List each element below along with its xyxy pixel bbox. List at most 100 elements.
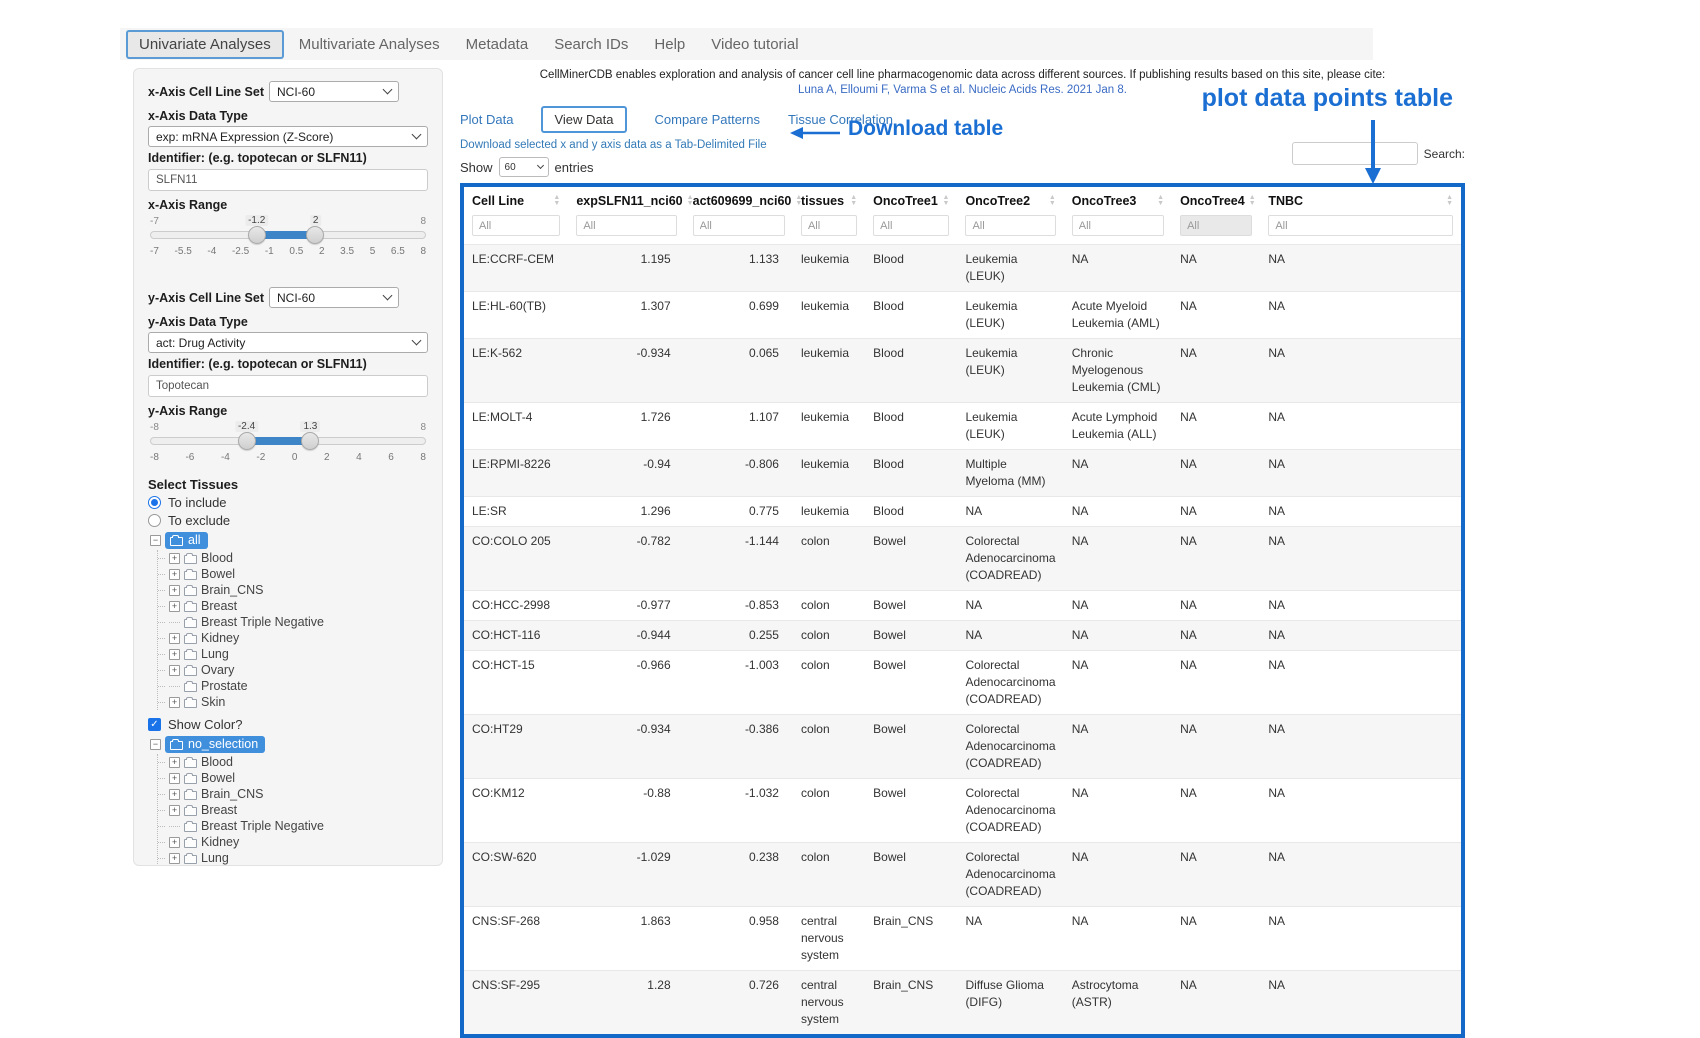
expand-icon[interactable]: +	[169, 697, 180, 708]
tree-root-label[interactable]: no_selection	[165, 736, 265, 753]
search-input[interactable]	[1292, 142, 1418, 165]
x-axis-cell-line-set-select[interactable]: NCI-60	[269, 81, 399, 102]
slider-handle-to[interactable]	[301, 432, 319, 450]
tree-node-lung[interactable]: +Lung	[158, 850, 428, 866]
cell-oncotree3: NA	[1064, 907, 1172, 971]
cell-oncotree3: NA	[1064, 843, 1172, 907]
column-header-oncotree3[interactable]: OncoTree3▲▼	[1064, 187, 1172, 213]
sort-icon[interactable]: ▲▼	[850, 195, 857, 207]
cell-oncotree2: Colorectal Adenocarcinoma (COADREAD)	[957, 715, 1063, 779]
collapse-icon[interactable]: −	[150, 535, 161, 546]
nav-item-video-tutorial[interactable]: Video tutorial	[700, 32, 809, 57]
cell-expslfn11-nci60: -0.94	[568, 450, 684, 497]
column-header-oncotree1[interactable]: OncoTree1▲▼	[865, 187, 957, 213]
expand-icon[interactable]: +	[169, 789, 180, 800]
tree-node-ovary[interactable]: +Ovary	[158, 662, 428, 678]
column-header-tissues[interactable]: tissues▲▼	[793, 187, 865, 213]
expand-icon[interactable]: +	[169, 805, 180, 816]
expand-icon[interactable]: +	[169, 649, 180, 660]
nav-item-help[interactable]: Help	[643, 32, 696, 57]
tree-root-no-selection[interactable]: −no_selection	[150, 736, 428, 753]
slider-handle-to[interactable]	[306, 226, 324, 244]
tissues-include-radio[interactable]: To include	[148, 495, 428, 510]
column-header-act609699-nci60[interactable]: act609699_nci60▲▼	[685, 187, 793, 213]
filter-input-tissues[interactable]	[801, 215, 857, 236]
tree-node-breast-triple-negative[interactable]: Breast Triple Negative	[158, 614, 428, 630]
tab-plot-data[interactable]: Plot Data	[460, 112, 513, 127]
cell-oncotree2: Multiple Myeloma (MM)	[957, 450, 1063, 497]
tree-node-breast[interactable]: +Breast	[158, 802, 428, 818]
tissues-exclude-radio[interactable]: To exclude	[148, 513, 428, 528]
y-axis-cell-line-set-select[interactable]: NCI-60	[269, 287, 399, 308]
expand-icon[interactable]: +	[169, 569, 180, 580]
column-header-oncotree2[interactable]: OncoTree2▲▼	[957, 187, 1063, 213]
expand-icon[interactable]: +	[169, 553, 180, 564]
tree-node-skin[interactable]: +Skin	[158, 694, 428, 710]
y-axis-range-slider[interactable]: -88-2.41.3-8-6-4-202468	[150, 422, 426, 463]
filter-input-expslfn11-nci60[interactable]	[576, 215, 676, 236]
nav-item-search-ids[interactable]: Search IDs	[543, 32, 639, 57]
cell-oncotree4: NA	[1172, 292, 1260, 339]
sort-icon[interactable]: ▲▼	[553, 195, 560, 207]
slider-handle-from[interactable]	[248, 226, 266, 244]
sort-icon[interactable]: ▲▼	[1446, 195, 1453, 207]
column-header-expslfn11-nci60[interactable]: expSLFN11_nci60▲▼	[568, 187, 684, 213]
tab-compare-patterns[interactable]: Compare Patterns	[655, 112, 761, 127]
cell-act609699-nci60: 0.775	[685, 497, 793, 527]
expand-icon[interactable]: +	[169, 773, 180, 784]
y-axis-data-type-select[interactable]: act: Drug Activity	[148, 332, 428, 353]
expand-icon[interactable]: +	[169, 853, 180, 864]
show-color-checkbox[interactable]: ✓ Show Color?	[148, 717, 428, 732]
filter-input-tnbc[interactable]	[1268, 215, 1453, 236]
slider-handle-from[interactable]	[238, 432, 256, 450]
filter-input-oncotree2[interactable]	[965, 215, 1055, 236]
column-header-cell-line[interactable]: Cell Line▲▼	[464, 187, 568, 213]
x-axis-identifier-input[interactable]	[148, 169, 428, 191]
tree-node-brain-cns[interactable]: +Brain_CNS	[158, 786, 428, 802]
cell-oncotree1: Blood	[865, 339, 957, 403]
tab-view-data[interactable]: View Data	[541, 106, 626, 133]
collapse-icon[interactable]: −	[150, 739, 161, 750]
filter-input-oncotree4[interactable]	[1180, 215, 1252, 236]
sort-icon[interactable]: ▲▼	[1049, 195, 1056, 207]
tree-root-label[interactable]: all	[165, 532, 208, 549]
expand-icon[interactable]: +	[169, 633, 180, 644]
column-header-oncotree4[interactable]: OncoTree4▲▼	[1172, 187, 1260, 213]
sort-icon[interactable]: ▲▼	[943, 195, 950, 207]
tree-node-bowel[interactable]: +Bowel	[158, 566, 428, 582]
sort-icon[interactable]: ▲▼	[1157, 195, 1164, 207]
tree-node-bowel[interactable]: +Bowel	[158, 770, 428, 786]
cell-cell-line: CO:HT29	[464, 715, 568, 779]
sort-icon[interactable]: ▲▼	[1249, 195, 1256, 207]
expand-icon[interactable]: +	[169, 837, 180, 848]
tree-node-blood[interactable]: +Blood	[158, 754, 428, 770]
tree-root-all[interactable]: −all	[150, 532, 428, 549]
nav-item-univariate-analyses[interactable]: Univariate Analyses	[126, 30, 284, 59]
column-header-label: expSLFN11_nci60	[576, 194, 682, 208]
nav-item-multivariate-analyses[interactable]: Multivariate Analyses	[288, 32, 451, 57]
entries-select[interactable]: 60	[499, 157, 549, 177]
expand-icon[interactable]: +	[169, 601, 180, 612]
expand-icon[interactable]: +	[169, 585, 180, 596]
tree-node-breast[interactable]: +Breast	[158, 598, 428, 614]
tree-node-blood[interactable]: +Blood	[158, 550, 428, 566]
x-axis-data-type-select[interactable]: exp: mRNA Expression (Z-Score)	[148, 126, 428, 147]
tree-node-prostate[interactable]: Prostate	[158, 678, 428, 694]
column-header-tnbc[interactable]: TNBC▲▼	[1260, 187, 1461, 213]
nav-item-metadata[interactable]: Metadata	[455, 32, 540, 57]
x-axis-range-slider[interactable]: -78-1.22-7-5.5-4-2.5-10.523.556.58	[150, 216, 426, 257]
expand-icon[interactable]: +	[169, 757, 180, 768]
tree-node-breast-triple-negative[interactable]: Breast Triple Negative	[158, 818, 428, 834]
search-label: Search:	[1424, 147, 1465, 161]
y-axis-identifier-input[interactable]	[148, 375, 428, 397]
cell-tissues: colon	[793, 651, 865, 715]
filter-input-act609699-nci60[interactable]	[693, 215, 785, 236]
filter-input-cell-line[interactable]	[472, 215, 560, 236]
tree-node-lung[interactable]: +Lung	[158, 646, 428, 662]
expand-icon[interactable]: +	[169, 665, 180, 676]
filter-input-oncotree1[interactable]	[873, 215, 949, 236]
filter-input-oncotree3[interactable]	[1072, 215, 1164, 236]
tree-node-kidney[interactable]: +Kidney	[158, 630, 428, 646]
tree-node-kidney[interactable]: +Kidney	[158, 834, 428, 850]
tree-node-brain-cns[interactable]: +Brain_CNS	[158, 582, 428, 598]
